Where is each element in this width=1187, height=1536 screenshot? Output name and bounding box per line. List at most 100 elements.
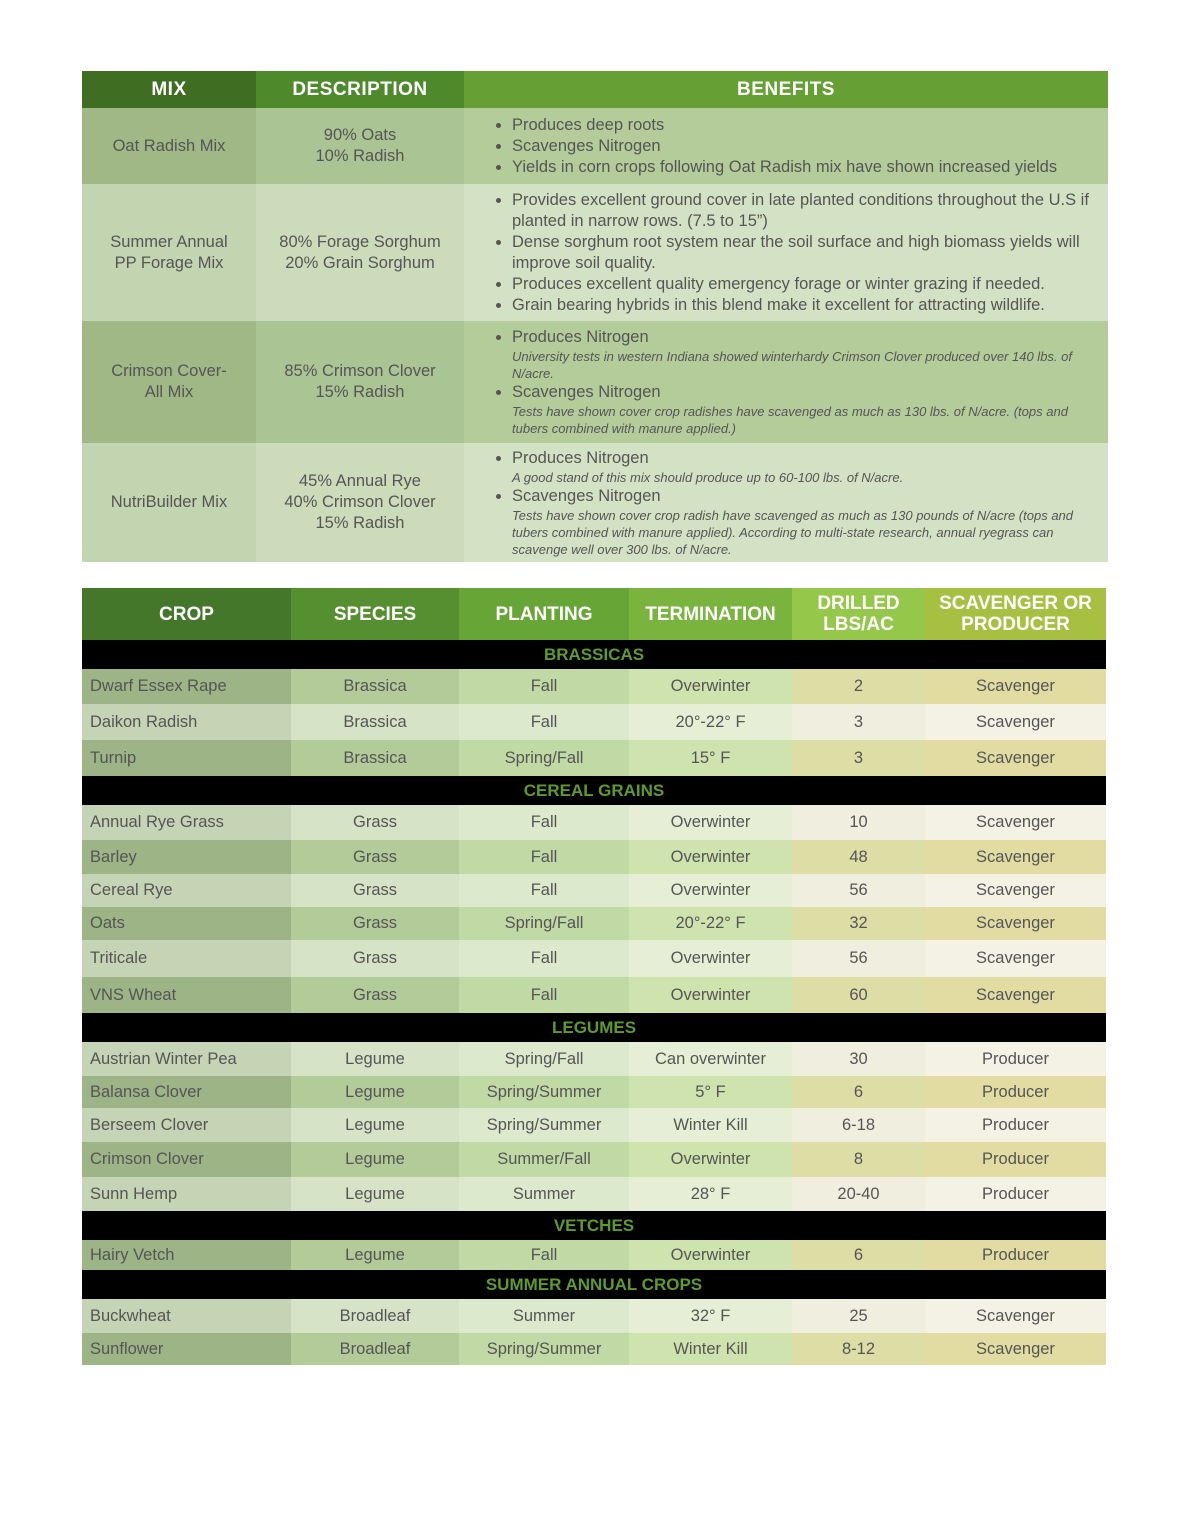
column-header: BENEFITS — [464, 71, 1108, 108]
drilled-rate: 6 — [792, 1240, 925, 1270]
scavenger-or-producer: Producer — [925, 1240, 1106, 1270]
mix-description: 90% Oats 10% Radish — [256, 108, 464, 184]
column-header: SCAVENGER OR PRODUCER — [925, 588, 1106, 640]
table-row: VNS Wheat Grass Fall Overwinter 60 Scavenger — [82, 977, 1106, 1013]
table-row: Buckwheat Broadleaf Summer 32° F 25 Scavenger — [82, 1299, 1106, 1333]
planting: Spring/Fall — [459, 1042, 629, 1076]
crop-name: Austrian Winter Pea — [82, 1042, 291, 1076]
planting: Fall — [459, 805, 629, 840]
termination: Overwinter — [629, 840, 792, 874]
table-row: Balansa Clover Legume Spring/Summer 5° F 6 Pr… — [82, 1076, 1106, 1108]
column-header: MIX — [82, 71, 256, 108]
planting: Fall — [459, 704, 629, 740]
crop-table: CROP SPECIES PLANTING TERMINATION DRILLED LB… — [82, 588, 1106, 1365]
benefit-item: Yields in corn crops following Oat Radis… — [512, 157, 1092, 178]
drilled-rate: 25 — [792, 1299, 925, 1333]
mix-benefits: Produces deep roots Scavenges Nitrogen Yie… — [464, 108, 1108, 184]
termination: Winter Kill — [629, 1333, 792, 1365]
planting: Fall — [459, 1240, 629, 1270]
termination: Winter Kill — [629, 1108, 792, 1142]
crop-name: Barley — [82, 840, 291, 874]
scavenger-or-producer: Scavenger — [925, 840, 1106, 874]
termination: 15° F — [629, 740, 792, 776]
crop-name: Sunn Hemp — [82, 1177, 291, 1211]
table-row: Dwarf Essex Rape Brassica Fall Overwinter 2 S… — [82, 669, 1106, 704]
scavenger-or-producer: Scavenger — [925, 940, 1106, 977]
crop-name: Crimson Clover — [82, 1142, 291, 1177]
drilled-rate: 56 — [792, 940, 925, 977]
planting: Spring/Fall — [459, 740, 629, 776]
section-row: BRASSICAS — [82, 640, 1106, 669]
table-row: Annual Rye Grass Grass Fall Overwinter 10 Sca… — [82, 805, 1106, 840]
drilled-rate: 8-12 — [792, 1333, 925, 1365]
benefit-text: Scavenges Nitrogen — [512, 136, 661, 155]
planting: Fall — [459, 669, 629, 704]
section-heading: LEGUMES — [82, 1013, 1106, 1042]
table-row: Austrian Winter Pea Legume Spring/Fall Can … — [82, 1042, 1106, 1076]
benefit-item: Provides excellent ground cover in late … — [512, 190, 1092, 232]
seed-mix-table: MIX DESCRIPTION BENEFITS Oat Radish Mix 90%… — [82, 71, 1108, 562]
table-row: Triticale Grass Fall Overwinter 56 Scavenger — [82, 940, 1106, 977]
table-row: Cereal Rye Grass Fall Overwinter 56 Scavenger — [82, 874, 1106, 907]
crop-name: Cereal Rye — [82, 874, 291, 907]
benefit-item: Produces deep roots — [512, 115, 1092, 136]
crop-name: Hairy Vetch — [82, 1240, 291, 1270]
benefit-item: Produces Nitrogen A good stand of this mi… — [512, 448, 1092, 486]
scavenger-or-producer: Producer — [925, 1108, 1106, 1142]
benefit-text: Scavenges Nitrogen — [512, 383, 661, 401]
crop-name: Daikon Radish — [82, 704, 291, 740]
termination: Can overwinter — [629, 1042, 792, 1076]
benefits-list: Produces deep roots Scavenges Nitrogen Yie… — [494, 115, 1092, 178]
scavenger-or-producer: Producer — [925, 1177, 1106, 1211]
column-header: CROP — [82, 588, 291, 640]
scavenger-or-producer: Scavenger — [925, 740, 1106, 776]
species: Broadleaf — [291, 1299, 459, 1333]
planting: Spring/Fall — [459, 907, 629, 940]
table-row: Sunflower Broadleaf Spring/Summer Winter Ki… — [82, 1333, 1106, 1365]
benefit-text: Yields in corn crops following Oat Radis… — [512, 157, 1058, 176]
termination: Overwinter — [629, 940, 792, 977]
mix-description: 80% Forage Sorghum 20% Grain Sorghum — [256, 184, 464, 321]
species: Grass — [291, 874, 459, 907]
description-line: 45% Annual Rye — [298, 472, 421, 490]
benefit-text: Grain bearing hybrids in this blend make… — [512, 295, 1045, 314]
termination: Overwinter — [629, 874, 792, 907]
species: Brassica — [291, 740, 459, 776]
crop-name: Balansa Clover — [82, 1076, 291, 1108]
drilled-rate: 3 — [792, 704, 925, 740]
scavenger-or-producer: Scavenger — [925, 669, 1106, 704]
scavenger-or-producer: Producer — [925, 1142, 1106, 1177]
planting: Spring/Summer — [459, 1076, 629, 1108]
benefit-item: Dense sorghum root system near the soil … — [512, 232, 1092, 274]
table-row: Barley Grass Fall Overwinter 48 Scavenger — [82, 840, 1106, 874]
drilled-rate: 6-18 — [792, 1108, 925, 1142]
termination: 5° F — [629, 1076, 792, 1108]
termination: 20°-22° F — [629, 704, 792, 740]
species: Grass — [291, 940, 459, 977]
species: Legume — [291, 1042, 459, 1076]
termination: Overwinter — [629, 1240, 792, 1270]
description-line: 85% Crimson Clover — [284, 362, 436, 380]
mix-benefits: Provides excellent ground cover in late … — [464, 184, 1108, 321]
scavenger-or-producer: Scavenger — [925, 1299, 1106, 1333]
benefit-text: Produces Nitrogen — [512, 328, 649, 346]
table-row: Crimson Clover Legume Summer/Fall Overwinte… — [82, 1142, 1106, 1177]
column-header: PLANTING — [459, 588, 629, 640]
benefit-text: Produces excellent quality emergency for… — [512, 274, 1045, 293]
termination: Overwinter — [629, 977, 792, 1013]
section-row: VETCHES — [82, 1211, 1106, 1240]
benefit-text: Produces Nitrogen — [512, 448, 649, 467]
drilled-rate: 48 — [792, 840, 925, 874]
species: Broadleaf — [291, 1333, 459, 1365]
benefits-list: Produces Nitrogen University tests in wes… — [494, 327, 1092, 437]
table-row: Berseem Clover Legume Spring/Summer Winter … — [82, 1108, 1106, 1142]
mix-row: Crimson Cover-All Mix 85% Crimson Clover 1… — [82, 321, 1108, 443]
drilled-rate: 2 — [792, 669, 925, 704]
scavenger-or-producer: Scavenger — [925, 907, 1106, 940]
planting: Spring/Summer — [459, 1333, 629, 1365]
benefit-text: Produces deep roots — [512, 115, 665, 134]
crop-name: Turnip — [82, 740, 291, 776]
description-line: 20% Grain Sorghum — [285, 253, 435, 272]
termination: Overwinter — [629, 1142, 792, 1177]
benefit-item: Produces excellent quality emergency for… — [512, 274, 1092, 295]
